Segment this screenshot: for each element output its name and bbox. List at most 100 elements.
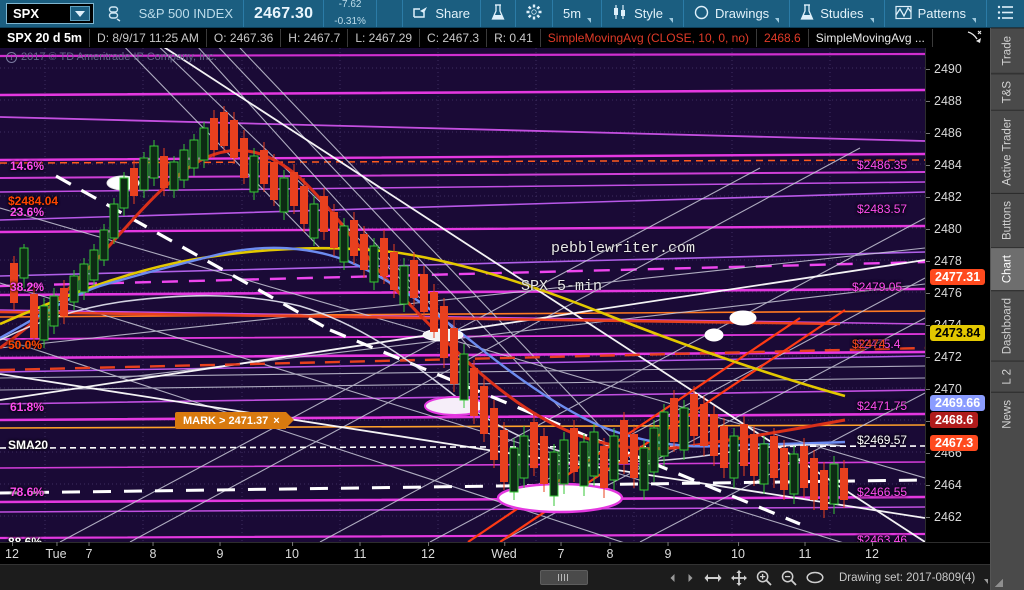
- price-annotation-2483-57: $2483.57: [857, 202, 908, 216]
- price-badge-last-study: 2477.31: [930, 269, 986, 285]
- price-tick: 2470: [926, 382, 962, 396]
- drawings-button[interactable]: Drawings: [684, 0, 791, 27]
- close-icon[interactable]: ×: [273, 414, 280, 427]
- rail-tab-label: L 2: [1001, 369, 1014, 385]
- chart-graphics: [0, 48, 925, 542]
- fib-label-88-6: 88.6%: [8, 535, 43, 542]
- chart-canvas[interactable]: i 2017 © TD Ameritrade IP Company, Inc. …: [0, 48, 990, 542]
- price-annotation-2466-55: $2466.55: [857, 485, 908, 499]
- price-tick: 2486: [926, 126, 962, 140]
- price-badge-sma20: 2469.66: [930, 395, 986, 411]
- resize-grip-icon[interactable]: [995, 579, 1003, 587]
- rail-tab-active-trader[interactable]: Active Trader: [991, 110, 1024, 193]
- rail-tab-news[interactable]: News: [991, 391, 1024, 436]
- rail-tab-ts[interactable]: T&S: [991, 72, 1024, 110]
- horizontal-scrollbar[interactable]: [0, 564, 660, 590]
- style-button[interactable]: Style: [602, 0, 684, 27]
- price-tick: 2472: [926, 350, 962, 364]
- rail-tab-dashboard[interactable]: Dashboard: [991, 289, 1024, 362]
- price-axis[interactable]: 2490 2488 2486 2484 2482 2480 2478 2476 …: [925, 48, 990, 542]
- copyright-text: 2017 © TD Ameritrade IP Company, Inc.: [21, 51, 217, 63]
- fib-label-23-6: 23.6%: [10, 205, 45, 219]
- zoom-in-icon[interactable]: [756, 570, 772, 586]
- menu-button[interactable]: [987, 0, 1024, 27]
- patterns-label: Patterns: [917, 6, 966, 21]
- chart-title: SPX 20 d 5m: [0, 29, 91, 47]
- mark-alert-text: MARK > 2471.37: [183, 414, 269, 427]
- style-label: Style: [634, 6, 663, 21]
- grip-icon: [558, 574, 570, 581]
- link-chain-icon[interactable]: [98, 0, 129, 27]
- chevron-down-icon: [669, 18, 673, 23]
- time-tick: 12: [5, 542, 19, 561]
- time-tick: 7: [85, 542, 93, 561]
- zoom-out-icon[interactable]: [781, 570, 797, 586]
- time-tick: 12: [865, 542, 879, 561]
- price-badge-last: 2467.3: [930, 435, 979, 451]
- studies-flask-button[interactable]: [481, 0, 517, 27]
- chart-quote-strip: SPX 20 d 5m D: 8/9/17 11:25 AM O: 2467.3…: [0, 28, 990, 48]
- patterns-button[interactable]: Patterns: [885, 0, 987, 27]
- change-absolute: -7.62: [338, 0, 362, 10]
- rail-tab-trade[interactable]: Trade: [991, 28, 1024, 73]
- study-value-sma10: 2468.6: [757, 29, 809, 47]
- time-axis[interactable]: 12 Tue 7 8 9 10 11 12 Wed 7 8 9 10 11 12: [0, 542, 990, 564]
- price-badge-sma10: 2468.6: [930, 412, 979, 428]
- gear-icon: [526, 4, 542, 23]
- symbol-input[interactable]: SPX: [6, 3, 94, 24]
- flask-icon: [491, 3, 505, 24]
- price-tick: 2480: [926, 222, 962, 236]
- share-label: Share: [435, 6, 471, 21]
- chart-plot-area[interactable]: i 2017 © TD Ameritrade IP Company, Inc. …: [0, 48, 925, 542]
- studies-button[interactable]: Studies: [790, 0, 885, 27]
- spacer-cell: [377, 0, 404, 27]
- time-tick: 10: [731, 542, 745, 561]
- price-tick: 2478: [926, 254, 962, 268]
- rail-tab-label: Buttons: [1001, 200, 1014, 240]
- last-price: 2467.30: [244, 0, 325, 27]
- sma20-label: SMA20: [8, 438, 49, 452]
- price-tick: 2488: [926, 94, 962, 108]
- price-annotation-2474: $2474: [852, 337, 886, 351]
- time-tick: Wed: [491, 542, 517, 561]
- price-tick: 2482: [926, 190, 962, 204]
- flask-icon: [800, 3, 814, 24]
- arrow-right-small-icon[interactable]: [686, 573, 695, 583]
- settings-button[interactable]: [516, 0, 554, 27]
- zigzag-icon: [894, 5, 912, 23]
- ellipse-icon[interactable]: [806, 571, 824, 584]
- study-label-sma10[interactable]: SimpleMovingAvg (CLOSE, 10, 0, no): [541, 29, 758, 47]
- price-badge-sma-yellow: 2473.84: [930, 325, 986, 341]
- chevron-down-icon[interactable]: [984, 579, 989, 584]
- rail-tab-l2[interactable]: L 2: [991, 361, 1024, 392]
- price-annotation-2479-05: $2479.05: [852, 280, 903, 294]
- price-annotation-2463-46: $2463.46: [857, 533, 908, 542]
- chevron-down-icon: [775, 18, 780, 23]
- mark-alert-flag[interactable]: MARK > 2471.37 ×: [175, 412, 294, 429]
- candlestick-icon: [612, 4, 628, 23]
- chevron-down-icon[interactable]: [69, 6, 90, 21]
- rail-tab-buttons[interactable]: Buttons: [991, 192, 1024, 247]
- rail-filler: [991, 435, 1024, 590]
- rail-tab-label: Chart: [1001, 254, 1014, 283]
- pan-horizontal-icon[interactable]: [704, 571, 722, 585]
- arrow-left-small-icon[interactable]: [668, 573, 677, 583]
- price-tick: 2490: [926, 62, 962, 76]
- share-button[interactable]: Share: [403, 0, 482, 27]
- quote-close: C: 2467.3: [420, 29, 488, 47]
- time-tick: 9: [664, 542, 672, 561]
- fib-label-50-0: 50.0%: [8, 338, 43, 352]
- study-label-sma20[interactable]: SimpleMovingAvg ...: [809, 29, 933, 47]
- fib-label-78-6: 78.6%: [10, 485, 45, 499]
- drawing-set-label[interactable]: Drawing set: 2017-0809(4): [839, 571, 976, 584]
- chart-status-bar: Drawing set: 2017-0809(4): [660, 564, 1024, 590]
- cursor-crosshair-icon[interactable]: [966, 30, 990, 46]
- scrollbar-thumb[interactable]: [540, 570, 588, 585]
- change-percent: -0.31%: [334, 15, 366, 27]
- rail-tab-chart[interactable]: Chart: [991, 246, 1024, 290]
- right-tab-rail: Trade T&S Active Trader Buttons Chart Da…: [990, 28, 1024, 590]
- pan-all-icon[interactable]: [731, 569, 747, 586]
- time-tick: 11: [353, 542, 367, 561]
- timeframe-selector[interactable]: 5m: [553, 0, 603, 27]
- time-tick: 12: [421, 542, 435, 561]
